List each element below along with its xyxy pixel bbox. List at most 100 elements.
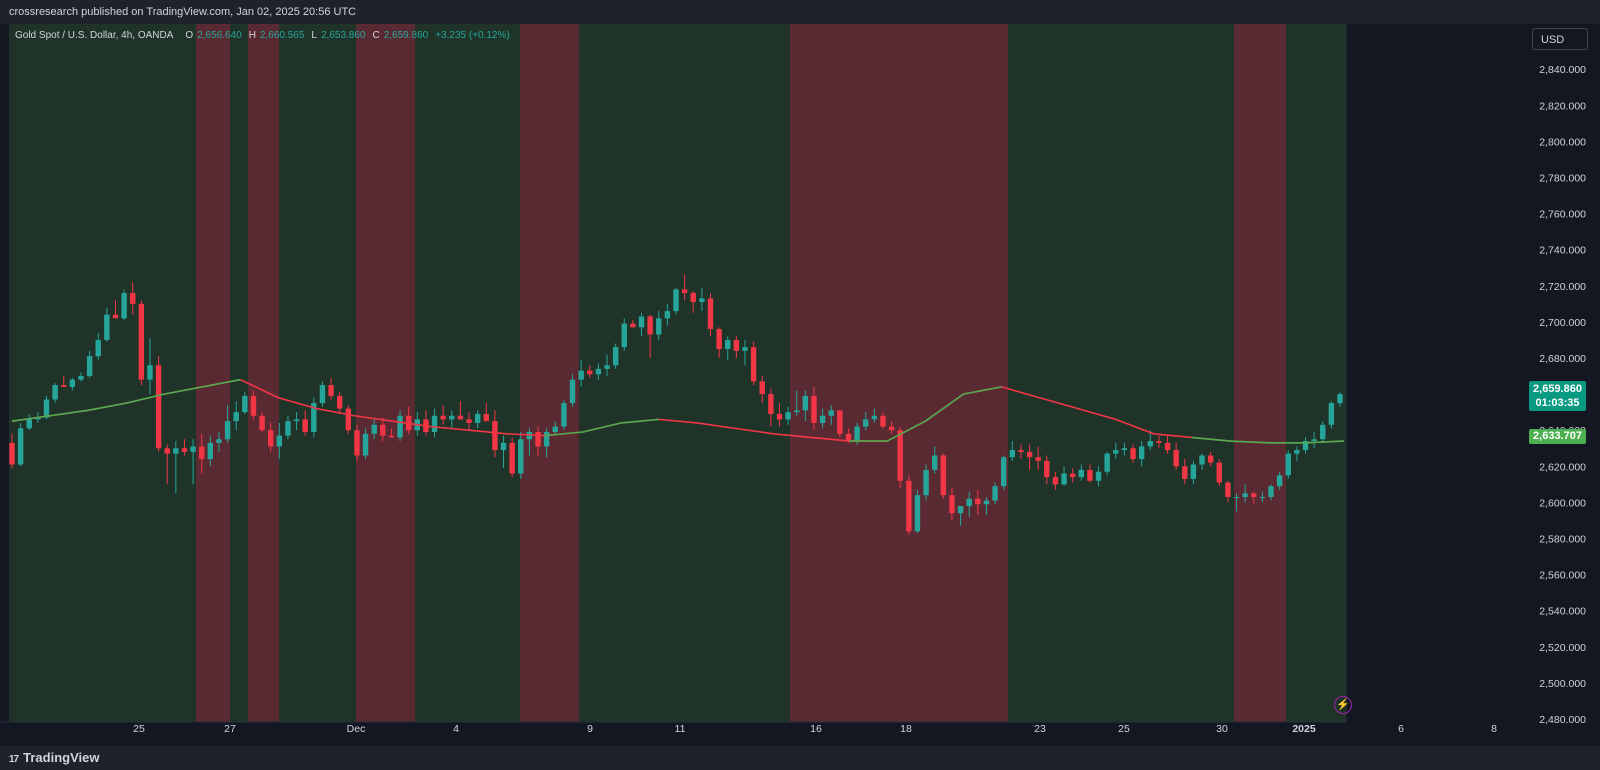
candle-body — [1164, 442, 1171, 451]
candle — [725, 336, 731, 360]
candle-body — [449, 415, 455, 420]
low-label: L — [311, 30, 317, 41]
candle — [224, 404, 231, 443]
x-tick-label: 18 — [900, 723, 912, 735]
candle — [1182, 459, 1188, 485]
candle — [1320, 421, 1326, 443]
candle-body — [1044, 460, 1050, 478]
candle — [466, 412, 472, 431]
candle-body — [1052, 477, 1059, 485]
candle-body — [259, 415, 265, 431]
candle — [535, 426, 541, 456]
low-value: 2,653.860 — [320, 30, 366, 41]
ma-segment-up — [49, 409, 89, 417]
candle-body — [362, 433, 369, 456]
y-tick-label: 2,720.000 — [1539, 281, 1586, 293]
tradingview-logo[interactable]: 17 TradingView — [9, 750, 99, 765]
candle — [104, 307, 110, 342]
candle-body — [509, 442, 515, 474]
candle — [1302, 437, 1309, 454]
candle-body — [932, 455, 938, 470]
candle-body — [673, 289, 679, 312]
y-tick-label: 2,620.000 — [1539, 461, 1586, 473]
candle-body — [587, 370, 593, 375]
candle — [561, 399, 567, 431]
y-tick-label: 2,580.000 — [1539, 534, 1586, 546]
candle-body — [1320, 424, 1326, 440]
candle-body — [854, 426, 860, 442]
publish-info: crossresearch published on TradingView.c… — [9, 6, 357, 18]
open-value: 2,656.640 — [197, 30, 242, 41]
change-value: +3.235 (+0.12%) — [435, 30, 510, 41]
candle — [1276, 471, 1283, 490]
candle — [1173, 442, 1179, 470]
candle-body — [1285, 453, 1291, 476]
currency-button[interactable]: USD — [1532, 28, 1588, 50]
candle-body — [86, 356, 93, 377]
candle-body — [681, 289, 688, 294]
candle-body — [845, 433, 852, 442]
candle-body — [656, 318, 662, 335]
candle — [259, 412, 265, 433]
candle — [26, 413, 32, 431]
candle-body — [863, 419, 869, 427]
candle — [1242, 484, 1248, 503]
time-axis: 25 27 Dec 4 9 11 16 18 23 25 30 2025 6 8 — [133, 723, 1497, 735]
candle — [811, 386, 817, 431]
candle — [914, 489, 921, 534]
candle-body — [1225, 482, 1231, 497]
candle-body — [1000, 457, 1007, 487]
candle-body — [1216, 462, 1222, 483]
candle-body — [794, 410, 800, 413]
candle — [552, 421, 558, 436]
candle — [638, 312, 645, 337]
symbol-title[interactable]: Gold Spot / U.S. Dollar, 4h, OANDA — [15, 30, 174, 41]
candle-body — [690, 293, 696, 303]
bull-zone — [9, 24, 1346, 722]
candle-body — [802, 395, 809, 411]
candle-body — [759, 381, 765, 395]
lightning-bolt-icon[interactable]: ⚡ — [1334, 696, 1352, 714]
candle-body — [138, 303, 145, 380]
x-tick-label: 9 — [587, 723, 593, 735]
candle — [17, 422, 24, 467]
candle-body — [1259, 496, 1266, 498]
x-tick-label: 2025 — [1292, 723, 1316, 735]
candle — [1052, 471, 1059, 490]
candle — [975, 489, 981, 516]
candle-body — [43, 399, 50, 418]
candle-body — [975, 498, 981, 505]
candle — [1061, 466, 1067, 487]
y-tick-label: 2,800.000 — [1539, 136, 1586, 148]
candle-body — [1113, 450, 1119, 454]
candle-body — [983, 500, 990, 505]
candle-body — [880, 415, 886, 427]
ma-segment-up — [202, 378, 241, 388]
candle — [1233, 493, 1240, 512]
x-tick-label: 16 — [810, 723, 822, 735]
candle — [768, 388, 774, 427]
candle-body — [104, 314, 110, 340]
candle — [242, 392, 248, 414]
candle — [500, 435, 507, 469]
candle-body — [78, 376, 84, 380]
candle — [1078, 464, 1084, 481]
candle — [181, 439, 188, 456]
candle — [78, 372, 84, 382]
candle-body — [1251, 493, 1257, 497]
candle-body — [914, 495, 921, 532]
candle — [707, 293, 714, 337]
candle-body — [371, 424, 377, 434]
ma-price-tag: 2,633.707 — [1529, 429, 1586, 444]
candle — [776, 403, 783, 427]
candle — [647, 314, 653, 358]
ma-segment-up — [11, 414, 51, 422]
candle-body — [1121, 448, 1128, 451]
candle-body — [1182, 466, 1188, 479]
candle-body — [268, 430, 274, 447]
candle — [285, 415, 291, 440]
candle — [474, 410, 481, 429]
ma-segment-up — [1305, 440, 1345, 444]
candle — [388, 428, 395, 438]
